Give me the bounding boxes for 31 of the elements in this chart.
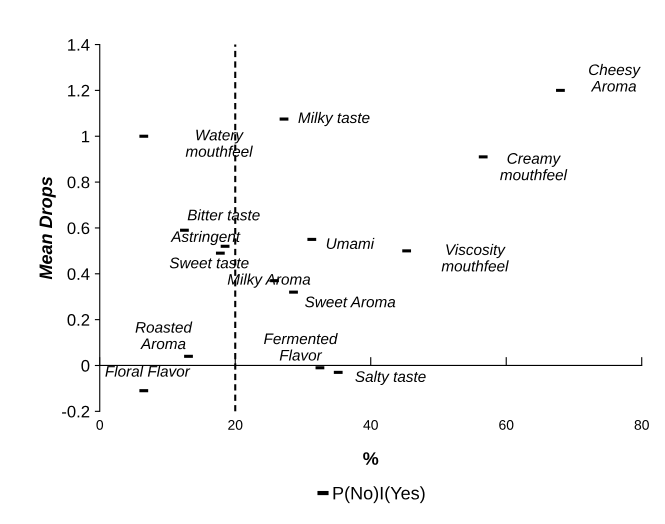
y-tick-label: -0.2 xyxy=(62,406,90,418)
y-tick-label: 0.6 xyxy=(68,222,90,234)
y-tick-label: 0 xyxy=(81,360,90,372)
annotation: Watery mouthfeel xyxy=(186,130,253,157)
annotation: Umami xyxy=(326,238,374,250)
x-tick-label: 0 xyxy=(96,420,104,430)
y-tick-label: 1.2 xyxy=(68,84,90,96)
annotation: Astringent xyxy=(170,230,241,246)
annotation: Milky taste xyxy=(298,112,370,126)
x-tick-label: 40 xyxy=(363,420,378,430)
annotation: Creamy mouthfeel xyxy=(500,153,568,180)
y-axis-title: Mean Drops xyxy=(40,176,56,280)
x-tick-label: 20 xyxy=(228,420,242,430)
annotation: Roasted Aroma xyxy=(136,322,192,350)
y-tick-label: 0.4 xyxy=(68,268,90,280)
annotation: Sweet Aroma xyxy=(305,296,396,308)
x-axis-title: % xyxy=(363,452,378,465)
y-tick-label: 1.4 xyxy=(68,39,90,51)
y-tick-label: 1 xyxy=(82,130,90,142)
annotation: Viscosity mouthfeel xyxy=(442,244,509,272)
annotation: Fermented Flavor xyxy=(264,332,338,361)
x-tick-label: 60 xyxy=(499,420,514,430)
annotation: Sweet taste xyxy=(170,258,249,268)
legend-label: P(No)I(Yes) xyxy=(334,486,425,504)
annotation: Bitter taste xyxy=(188,209,260,220)
annotation: Cheesy Aroma xyxy=(589,64,641,92)
annotation: Salty taste xyxy=(355,370,426,386)
annotation: Floral Flavor xyxy=(105,366,190,377)
y-tick-label: 0.2 xyxy=(68,314,90,326)
y-tick-label: 0.8 xyxy=(68,176,90,188)
x-tick-label: 80 xyxy=(634,420,649,430)
